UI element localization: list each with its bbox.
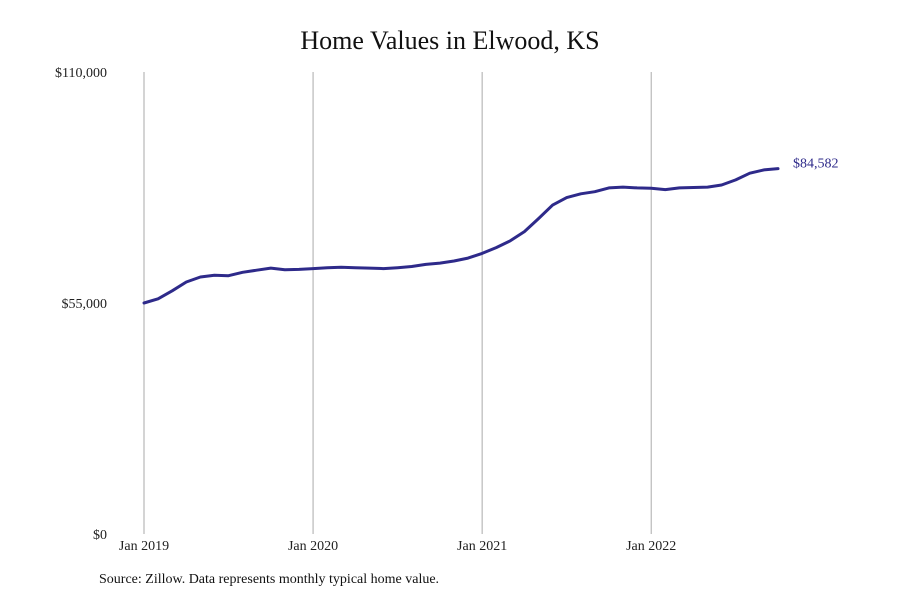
gridlines [143,72,652,534]
x-tick-label: Jan 2019 [119,539,169,554]
series-line [142,167,780,305]
y-axis: $0 $55,000 $110,000 [55,66,107,543]
x-axis: Jan 2019 Jan 2020 Jan 2021 Jan 2022 [119,539,676,554]
source-note: Source: Zillow. Data represents monthly … [99,572,440,587]
y-tick-label: $110,000 [55,66,107,81]
chart-title: Home Values in Elwood, KS [300,26,600,55]
x-tick-label: Jan 2020 [288,539,338,554]
series-layer: $84,582 [142,157,839,305]
y-tick-label: $55,000 [62,297,108,312]
end-value-label: $84,582 [793,157,839,172]
y-tick-label: $0 [93,528,107,543]
x-tick-label: Jan 2021 [457,539,507,554]
x-tick-label: Jan 2022 [626,539,676,554]
